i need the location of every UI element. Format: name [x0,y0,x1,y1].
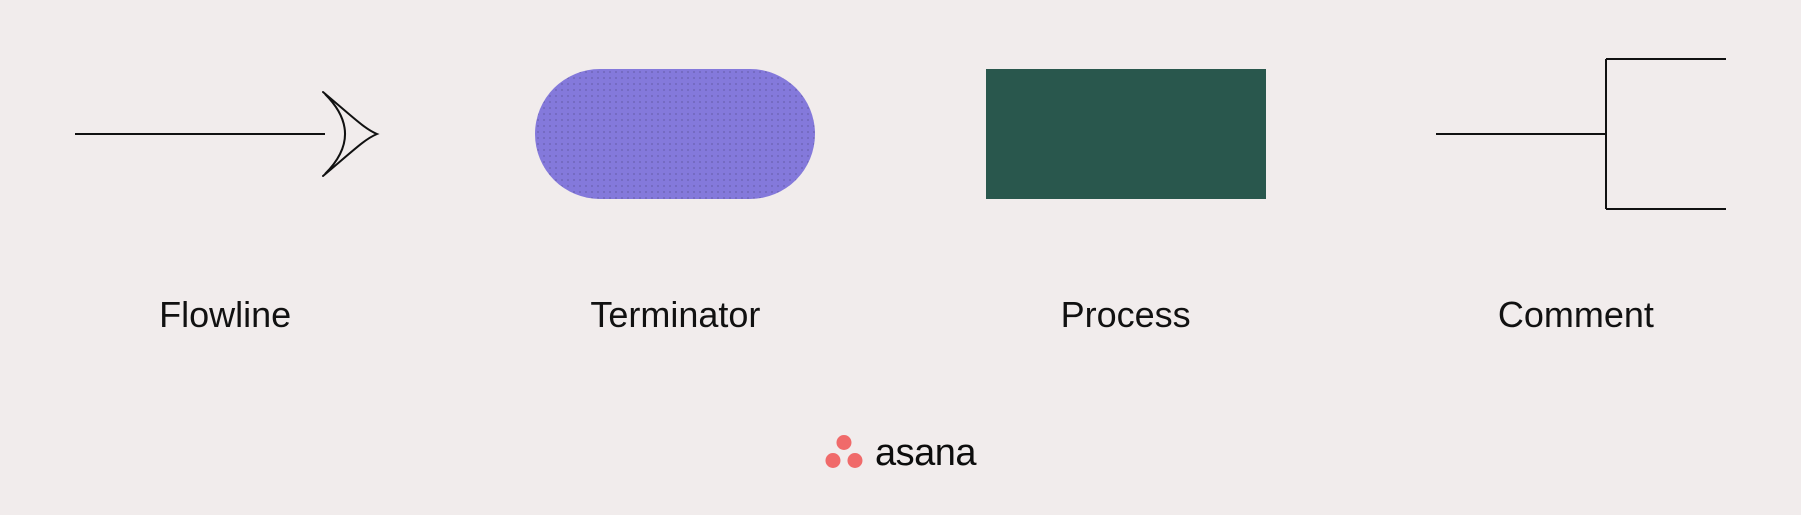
annotation-bracket-icon [1416,49,1736,219]
pill-shape [535,69,815,199]
flowline-label: Flowline [159,294,291,336]
symbol-terminator: Terminator [475,44,875,336]
arrow-icon [65,74,385,194]
process-label: Process [1061,294,1191,336]
terminator-shape-wrap [475,44,875,224]
terminator-label: Terminator [590,294,760,336]
symbol-process: Process [926,44,1326,336]
symbol-flowline: Flowline [25,44,425,336]
symbol-comment: Comment [1376,44,1776,336]
asana-dots-icon [825,435,863,473]
comment-label: Comment [1498,294,1654,336]
brand-name: asana [875,432,976,475]
process-shape-wrap [926,44,1326,224]
symbol-row: Flowline Terminator Process Comment [0,60,1801,320]
comment-shape-wrap [1376,44,1776,224]
rectangle-shape [986,69,1266,199]
flowline-shape [25,44,425,224]
brand-logo: asana [825,432,976,475]
